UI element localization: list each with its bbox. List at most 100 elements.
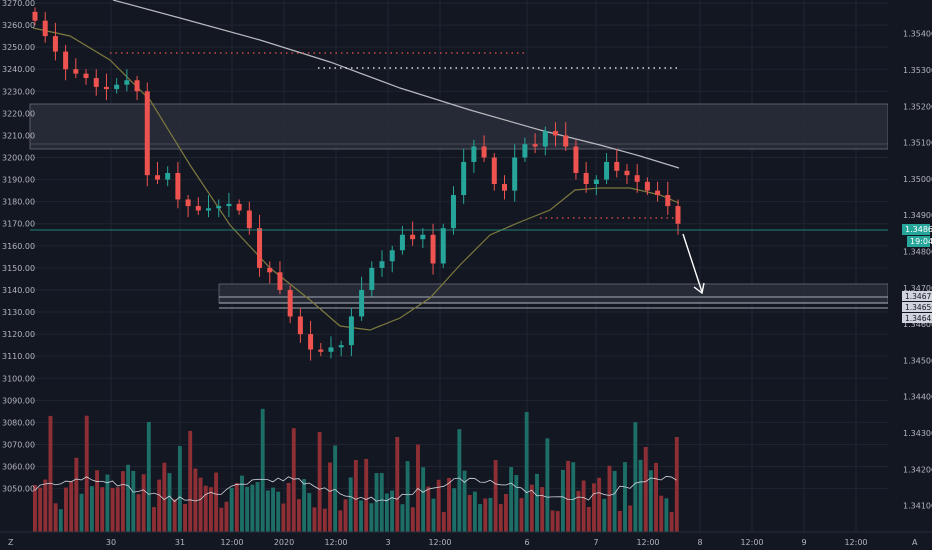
ma-long-line: [112, 0, 680, 169]
current-price-tag: [902, 224, 930, 235]
candle-body: [389, 250, 395, 262]
candle-body: [216, 206, 222, 209]
volume-bar: [566, 460, 571, 532]
volume-bar: [105, 474, 110, 532]
time-axis-tick: 12:00: [220, 538, 243, 547]
volume-bar: [560, 469, 565, 532]
volume-bar: [271, 487, 275, 532]
volume-bar: [374, 473, 379, 532]
candle-body: [144, 91, 150, 176]
volume-bar: [638, 459, 643, 532]
projection-arrow-head: [693, 282, 705, 295]
volume-bar: [586, 506, 591, 532]
time-axis-tick: 9: [801, 538, 806, 547]
volume-bar: [110, 487, 115, 532]
volume-bar: [607, 465, 612, 532]
volume-bar: [58, 509, 63, 532]
time-axis-tick: 12:00: [428, 538, 451, 547]
volume-bar: [545, 438, 550, 532]
left-axis-tick: 3170.00: [2, 220, 35, 229]
level-tag: [902, 313, 932, 323]
volume-bar: [296, 499, 301, 532]
right-axis-tick: 1.34900: [903, 211, 932, 220]
volume-bar: [177, 446, 182, 532]
left-axis-tick: 3250.00: [2, 43, 35, 52]
candle-body: [83, 73, 89, 79]
right-price-axis[interactable]: 1.35400 1.35300 1.35200 1.35100 1.35000 1.349…: [888, 0, 932, 532]
left-price-axis[interactable]: 3270.00 3260.00 3250.00 3240.00 3230.00 3220.…: [2, 0, 35, 494]
right-axis-tick: 1.35100: [903, 139, 932, 148]
countdown-value: 19:04: [910, 237, 932, 246]
candle-body: [512, 157, 518, 191]
left-axis-tick: 3270.00: [2, 0, 35, 8]
left-axis-tick: 3050.00: [2, 485, 35, 494]
right-axis-tick: 1.35400: [903, 30, 932, 39]
level-tag: [902, 302, 932, 312]
volume-bar: [602, 498, 607, 532]
volume-bar: [136, 494, 141, 532]
volume-bar: [633, 422, 638, 532]
candle-body: [114, 84, 120, 90]
volume-bar: [84, 415, 89, 532]
volume-bar: [555, 511, 560, 532]
time-axis-tick: 3: [385, 538, 390, 547]
volume-bar: [183, 503, 187, 532]
volume-histogram: [33, 408, 679, 532]
volume-bar: [74, 457, 79, 532]
volume-bar: [410, 507, 415, 532]
volume-bar: [498, 504, 503, 532]
candle-body: [277, 272, 283, 290]
candle-body: [42, 20, 48, 37]
candlesticks[interactable]: [32, 7, 681, 361]
volume-bar: [529, 484, 534, 532]
candle-body: [103, 86, 109, 90]
time-axis-tick: 12:00: [844, 538, 867, 547]
volume-bar: [379, 473, 384, 532]
volume-bar: [312, 507, 317, 532]
volume-bar: [674, 437, 679, 532]
right-axis-tick: 1.34600: [903, 320, 932, 329]
volume-bar: [384, 493, 389, 532]
right-axis-tick: 1.34200: [903, 465, 932, 474]
volume-bar: [131, 470, 136, 532]
current-price-value: 1.34862: [905, 225, 932, 234]
zones: [29, 103, 889, 309]
candle-body: [430, 234, 436, 264]
left-axis-tick: 3180.00: [2, 198, 35, 207]
volume-bar: [286, 482, 291, 532]
volume-bar: [483, 498, 488, 532]
volume-bar: [234, 482, 239, 532]
volume-bar: [338, 510, 343, 532]
volume-bar: [317, 432, 322, 532]
volume-bar: [519, 498, 524, 532]
candle-body: [532, 144, 538, 147]
volume-bar: [120, 471, 125, 532]
candle-body: [450, 195, 456, 229]
volume-bar: [654, 462, 659, 532]
volume-bar: [540, 487, 545, 532]
corner-left-glyph: Z: [8, 538, 14, 547]
volume-bar: [219, 507, 224, 532]
volume-bar: [333, 445, 338, 532]
volume-bar: [167, 473, 172, 532]
left-axis-tick: 3190.00: [2, 176, 35, 185]
candle-body: [583, 172, 589, 185]
time-axis[interactable]: 30 31 12:00 2020 12:00 3 12:00 6 7 12:00 8 12:00 9 12…: [0, 531, 932, 547]
candle-body: [297, 316, 303, 335]
candle-body: [542, 131, 548, 147]
time-axis-tick: 8: [697, 538, 702, 547]
volume-bar: [193, 468, 198, 532]
candle-body: [624, 170, 630, 176]
volume-bar: [617, 511, 622, 532]
volume-bar: [452, 488, 457, 532]
volume-bar: [224, 501, 229, 532]
volume-bar: [255, 482, 260, 532]
time-axis-tick: 7: [593, 538, 598, 547]
right-axis-tick: 1.34700: [903, 284, 932, 293]
right-axis-tick: 1.35200: [903, 102, 932, 111]
volume-bar: [33, 485, 37, 532]
volume-bar: [571, 462, 576, 532]
left-axis-tick: 3070.00: [2, 440, 35, 449]
left-axis-tick: 3110.00: [2, 352, 35, 361]
